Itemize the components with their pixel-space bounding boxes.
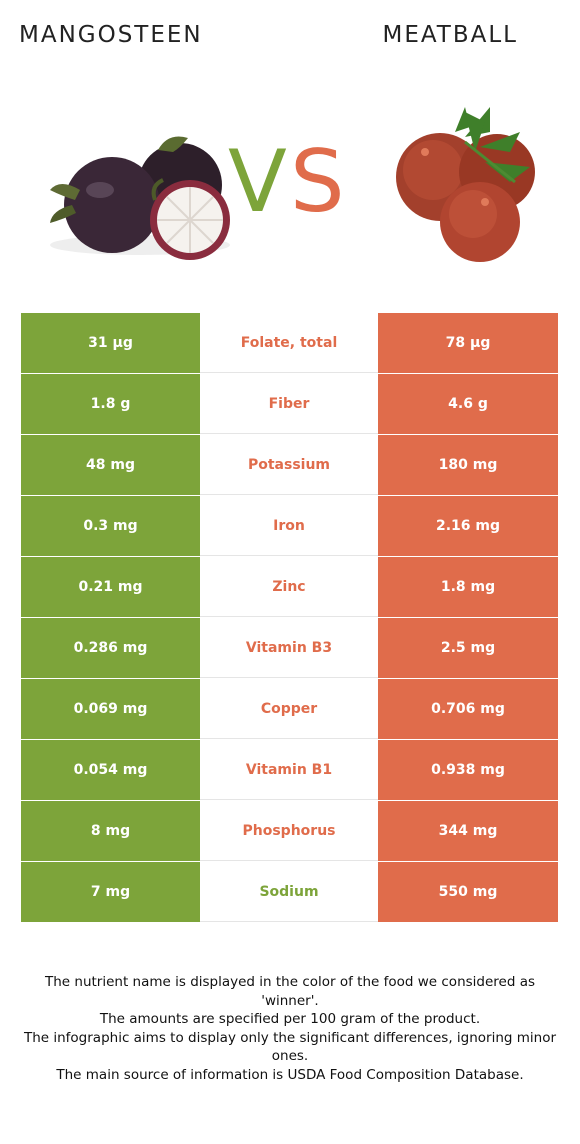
table-row: 0.3 mg Iron 2.16 mg: [21, 496, 558, 557]
right-value: 0.938 mg: [378, 740, 558, 800]
footnote: The nutrient name is displayed in the co…: [18, 973, 562, 1084]
nutrient-name: Copper: [200, 679, 378, 739]
nutrient-name: Folate, total: [200, 313, 378, 373]
right-value: 1.8 mg: [378, 557, 558, 617]
left-value: 0.21 mg: [21, 557, 200, 617]
table-row: 0.21 mg Zinc 1.8 mg: [21, 557, 558, 618]
left-value: 0.054 mg: [21, 740, 200, 800]
table-row: 31 µg Folate, total 78 µg: [21, 313, 558, 374]
nutrient-name: Fiber: [200, 374, 378, 434]
right-value: 78 µg: [378, 313, 558, 373]
nutrient-name: Vitamin B3: [200, 618, 378, 678]
vs-s: S: [290, 132, 345, 232]
left-value: 8 mg: [21, 801, 200, 861]
left-value: 0.069 mg: [21, 679, 200, 739]
left-value: 7 mg: [21, 862, 200, 922]
left-value: 48 mg: [21, 435, 200, 495]
nutrient-name: Vitamin B1: [200, 740, 378, 800]
table-row: 0.069 mg Copper 0.706 mg: [21, 679, 558, 740]
footnote-line-1: The nutrient name is displayed in the co…: [44, 974, 536, 1009]
footnote-line-3: The infographic aims to display only the…: [23, 1029, 557, 1065]
right-value: 4.6 g: [378, 374, 558, 434]
left-food-title: MANGOSTEEN: [19, 22, 203, 48]
nutrient-name: Potassium: [200, 435, 378, 495]
right-value: 0.706 mg: [378, 679, 558, 739]
table-row: 1.8 g Fiber 4.6 g: [21, 374, 558, 435]
mangosteen-image: [50, 136, 230, 260]
table-row: 0.054 mg Vitamin B1 0.938 mg: [21, 740, 558, 801]
nutrient-name: Sodium: [200, 862, 378, 922]
nutrient-name: Zinc: [200, 557, 378, 617]
footnote-line-2: The amounts are specified per 100 gram o…: [99, 1011, 481, 1027]
table-row: 0.286 mg Vitamin B3 2.5 mg: [21, 618, 558, 679]
vs-label: V S: [228, 132, 353, 232]
right-food-title: MEATBALL: [382, 22, 518, 48]
right-value: 344 mg: [378, 801, 558, 861]
left-value: 31 µg: [21, 313, 200, 373]
right-value: 180 mg: [378, 435, 558, 495]
table-row: 8 mg Phosphorus 344 mg: [21, 801, 558, 862]
right-value: 2.5 mg: [378, 618, 558, 678]
nutrient-table: 31 µg Folate, total 78 µg 1.8 g Fiber 4.6 g 48…: [21, 313, 558, 923]
left-value: 0.3 mg: [21, 496, 200, 556]
vs-v: V: [228, 132, 287, 232]
footnote-line-4: The main source of information is USDA F…: [56, 1066, 524, 1083]
nutrient-name: Iron: [200, 496, 378, 556]
table-row: 7 mg Sodium 550 mg: [21, 862, 558, 923]
right-value: 550 mg: [378, 862, 558, 922]
left-value: 0.286 mg: [21, 618, 200, 678]
left-value: 1.8 g: [21, 374, 200, 434]
meatball-image: [396, 107, 535, 262]
right-value: 2.16 mg: [378, 496, 558, 556]
nutrient-name: Phosphorus: [200, 801, 378, 861]
table-row: 48 mg Potassium 180 mg: [21, 435, 558, 496]
